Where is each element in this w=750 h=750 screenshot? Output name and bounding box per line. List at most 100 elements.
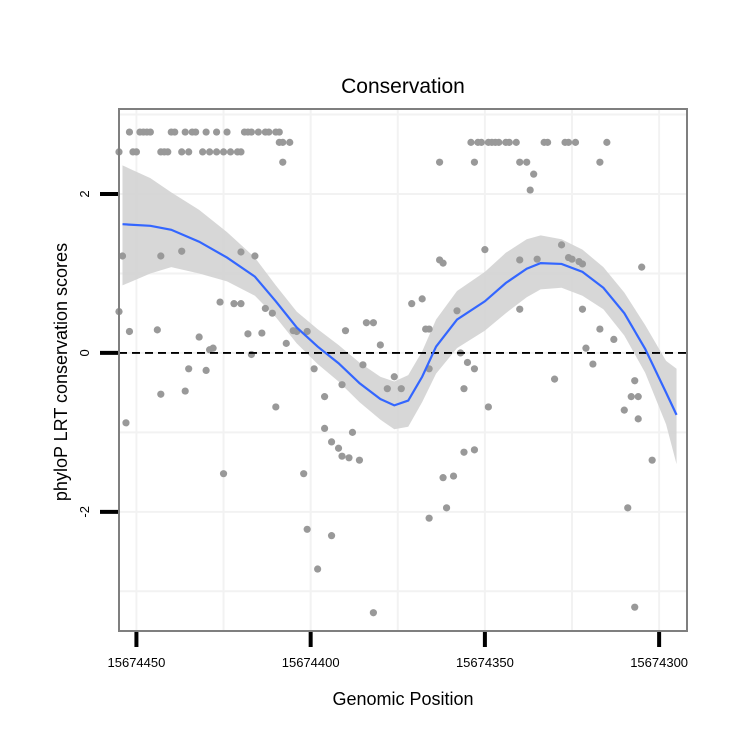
data-point [320,424,329,432]
data-point [268,309,276,317]
data-point [578,305,587,313]
data-point [589,360,597,368]
data-point [460,448,468,456]
data-point [209,344,217,352]
data-points [115,128,656,617]
data-point [185,148,193,156]
data-point [164,148,172,156]
data-point [334,444,343,452]
data-point [533,255,541,263]
x-tick-label: 15674300 [630,655,688,670]
data-point [314,565,322,573]
data-point [216,298,224,306]
data-point [303,525,311,533]
data-point [338,381,346,389]
y-axis-title: phyloP LRT conservation scores [51,243,71,501]
data-point [125,128,134,136]
data-point [603,138,611,146]
data-point [596,325,604,333]
data-point [369,319,377,327]
data-point [261,304,269,313]
data-point [206,148,214,156]
data-point [125,327,134,336]
data-point [526,186,534,194]
data-point [195,333,203,341]
data-point [279,158,287,166]
data-point [516,305,524,313]
data-point [178,247,186,255]
data-point [575,257,583,266]
data-point [359,361,367,369]
data-point [181,128,189,136]
data-point [530,170,538,178]
data-point [254,128,262,136]
data-point [237,248,245,256]
data-point [132,148,141,156]
loess-fit-line [122,223,678,416]
data-point [310,365,318,373]
data-point [564,138,573,146]
data-point [418,295,426,303]
data-point [185,365,193,373]
data-point [327,532,336,540]
data-point [320,393,329,401]
data-point [212,128,221,136]
data-point [303,327,311,336]
data-point [470,365,479,373]
x-tick-label: 15674350 [456,655,514,670]
data-point [362,319,371,327]
data-point [648,456,656,464]
data-point [435,158,444,166]
data-point [275,128,283,136]
confidence-band [122,165,677,465]
data-point [223,128,231,136]
data-point [505,138,513,146]
data-point [624,504,632,512]
y-tick-label: 2 [77,190,92,197]
data-point [512,138,520,146]
data-point [516,158,524,166]
data-point [247,128,256,136]
data-point [596,158,604,166]
data-point [178,148,186,156]
y-axis: -2 0 2 [77,190,118,518]
data-point [610,335,618,344]
data-point [557,241,566,249]
data-point [550,375,559,383]
data-point [181,387,189,395]
data-point [230,300,238,308]
data-point [481,246,489,254]
data-point [219,470,228,478]
data-point [442,504,451,512]
data-point [460,385,468,393]
data-point [477,138,486,146]
data-point [286,138,294,146]
y-tick-label: 0 [77,349,92,356]
data-point [516,256,524,264]
data-point [202,366,210,374]
data-point [279,138,287,146]
data-point [627,393,635,401]
data-point [463,358,472,367]
data-point [631,603,639,611]
x-tick-label: 15674400 [282,655,340,670]
data-point [247,350,256,359]
x-tick-label: 15674450 [108,655,166,670]
data-point [122,419,130,427]
data-point [582,344,590,352]
data-point [153,326,161,334]
data-point [251,252,259,260]
data-point [282,339,290,347]
data-point [439,474,447,482]
data-point [157,390,165,398]
data-point [258,329,266,337]
data-point [383,385,391,393]
data-point [425,325,433,333]
data-point [272,403,280,411]
smooth-line-layer [122,223,678,416]
data-point [118,252,127,260]
data-point [146,128,154,136]
data-point [620,406,628,414]
data-point [341,327,350,335]
